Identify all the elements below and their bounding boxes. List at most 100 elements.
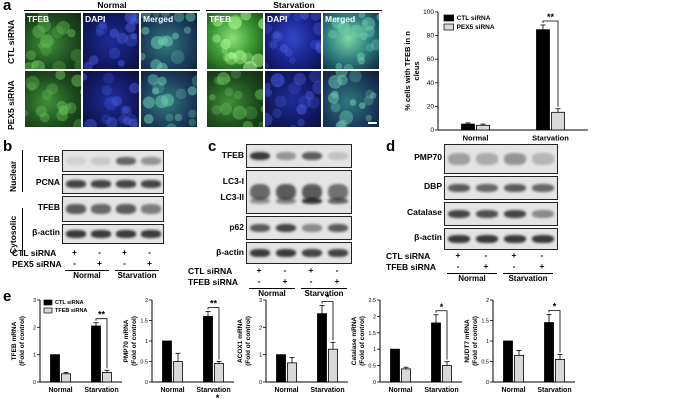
panel-b-label: b — [3, 138, 13, 155]
micrograph-normal-merged-row1: Merged — [140, 12, 198, 70]
bar-ctl-sirna-normal — [50, 354, 60, 383]
starvation-group-title: Starvation — [273, 0, 315, 10]
significance-mark: ** — [210, 298, 218, 308]
y-tick-label: 2 — [486, 298, 489, 304]
micrograph-normal-dapi-row1: DAPI — [82, 12, 140, 70]
y-axis-label: PMP70 mRNA — [123, 319, 130, 362]
significance-bracket — [95, 318, 108, 369]
channel-label-merged: Merged — [325, 14, 356, 24]
c-treat-ctl: CTL siRNA — [188, 266, 233, 276]
d-ctl-sign-2: - — [484, 250, 488, 260]
y-tick-label: 0 — [486, 380, 489, 386]
y-axis-label: cleus — [412, 61, 421, 80]
y-tick-label: 1 — [373, 347, 376, 353]
micrograph-normal-tfeb-row1: TFEB — [24, 12, 82, 70]
scale-bar — [368, 122, 377, 124]
normal-group-header: Normal — [24, 0, 200, 12]
significance-mark: ** — [547, 12, 555, 22]
legend-swatch — [443, 23, 454, 31]
significance-bracket — [207, 307, 220, 360]
blot-c-label-4: p62 — [229, 222, 244, 232]
micrograph-starvation-merged-row1: Merged — [322, 12, 380, 70]
blot-c-lc3 — [246, 170, 352, 214]
panel-c-label: c — [208, 138, 217, 155]
blot-c-0 — [246, 144, 352, 168]
x-category-starvation: Starvation — [537, 387, 571, 394]
panel-d-label: d — [386, 138, 396, 155]
panel-a-label: a — [3, 0, 12, 14]
c-tfeb-sign-1: - — [257, 276, 261, 286]
legend-label: PEX5 siRNA — [457, 24, 495, 31]
y-axis-label: (Fold of control) — [19, 316, 26, 366]
d-tfeb-sign-2: + — [483, 261, 489, 271]
c-group-line-2 — [301, 288, 347, 289]
significance-mark: * — [440, 302, 444, 312]
y-axis-label: ACOX1 mRNA — [237, 319, 244, 363]
d-treat-tfeb: TFEB siRNA — [386, 262, 437, 272]
y-tick-label: 0.5 — [140, 360, 148, 366]
y-tick-label: 2.5 — [368, 298, 376, 304]
bar-tfeb-sirna-normal — [401, 368, 411, 383]
legend-swatch — [43, 307, 53, 314]
blot-c-label-3: LC3-II — [220, 192, 244, 202]
legend-label: TFEB siRNA — [55, 308, 87, 314]
blot-b-pcna-2 — [62, 174, 164, 194]
chart-e-2: 0 0.5 1 1.5 2 PMP70 mRNA (Fold of control) Norm… — [123, 298, 234, 403]
y-tick-label: 1.5 — [140, 319, 148, 325]
d-ctl-sign-4: - — [540, 250, 544, 260]
bar-ctl-sirna-starvation — [91, 325, 101, 383]
bar-ctl-sirna-normal — [276, 354, 286, 383]
x-category-starvation: Starvation — [84, 387, 118, 394]
micrograph-starvation-dapi-row1: DAPI — [264, 12, 322, 70]
c-treat-tfeb: TFEB siRNA — [188, 277, 239, 287]
blot-b-β-actin-4 — [62, 224, 164, 244]
micrograph-starvation-merged-row2 — [322, 70, 380, 128]
chart-e-3: 0 1 2 3 ACOX1 mRNA (Fold of control) Normal Sta… — [237, 292, 348, 394]
d-tfeb-sign-3: - — [512, 261, 516, 271]
bar-tfeb-sirna-starvation — [102, 372, 112, 383]
chart-e-4: 0 0.5 1 1.5 2 2.5 Catalase mRNA (Fold of contro… — [351, 298, 462, 394]
b-group-line-1 — [65, 270, 109, 271]
d-tfeb-sign-4: + — [539, 261, 545, 271]
y-tick-label: 1.5 — [481, 319, 489, 325]
blot-b-label-1: TFEB — [37, 154, 60, 164]
y-tick-label: 1 — [145, 339, 148, 345]
y-axis-label: % cells with TFEB in n — [403, 31, 412, 111]
y-tick-label: 1 — [486, 339, 489, 345]
blot-c-label-2: LC3-I — [222, 176, 244, 186]
b-group-normal: Normal — [73, 271, 101, 280]
c-group-line-1 — [249, 288, 295, 289]
c-ctl-sign-4: - — [335, 265, 339, 275]
blot-c-2 — [246, 216, 352, 240]
normal-group-title: Normal — [97, 0, 127, 10]
x-category-normal: Normal — [274, 387, 298, 394]
x-category-starvation: Starvation — [310, 387, 344, 394]
y-tick-label: 0 — [259, 380, 262, 386]
blot-b-label-3: TFEB — [37, 202, 60, 212]
b-ctl-sign-3: + — [122, 247, 127, 257]
significance-mark: * — [553, 301, 557, 311]
b-pex5-sign-1: - — [73, 258, 76, 268]
bar-ctl-sirna-starvation — [536, 29, 550, 131]
bar-ctl-sirna-normal — [390, 348, 400, 383]
row-label-pex5: PEX5 siRNA — [6, 80, 16, 130]
x-category-starvation: Starvation — [196, 387, 230, 394]
y-axis-label: Catalase mRNA — [351, 316, 358, 365]
y-tick-label: 60 — [427, 56, 435, 63]
significance-bracket — [435, 310, 448, 360]
d-ctl-sign-1: + — [455, 250, 461, 260]
bar-ctl-sirna-starvation — [203, 315, 213, 383]
blot-d-pmp70 — [444, 144, 558, 174]
y-axis-label: NUDT7 mRNA — [464, 319, 471, 363]
y-axis-label: (Fold of control) — [472, 316, 479, 366]
significance-bracket — [321, 301, 334, 341]
b-group-line-2 — [115, 270, 159, 271]
blot-b-label-4: β-actin — [32, 227, 60, 237]
significance-mark: ** — [98, 310, 106, 320]
y-tick-label: 0 — [430, 127, 434, 134]
y-tick-label: 0 — [373, 380, 376, 386]
y-tick-label: 1 — [259, 353, 262, 359]
blot-d-label-1: PMP70 — [414, 152, 442, 162]
blot-d-catalase — [444, 202, 558, 226]
b-ctl-sign-4: - — [148, 247, 151, 257]
